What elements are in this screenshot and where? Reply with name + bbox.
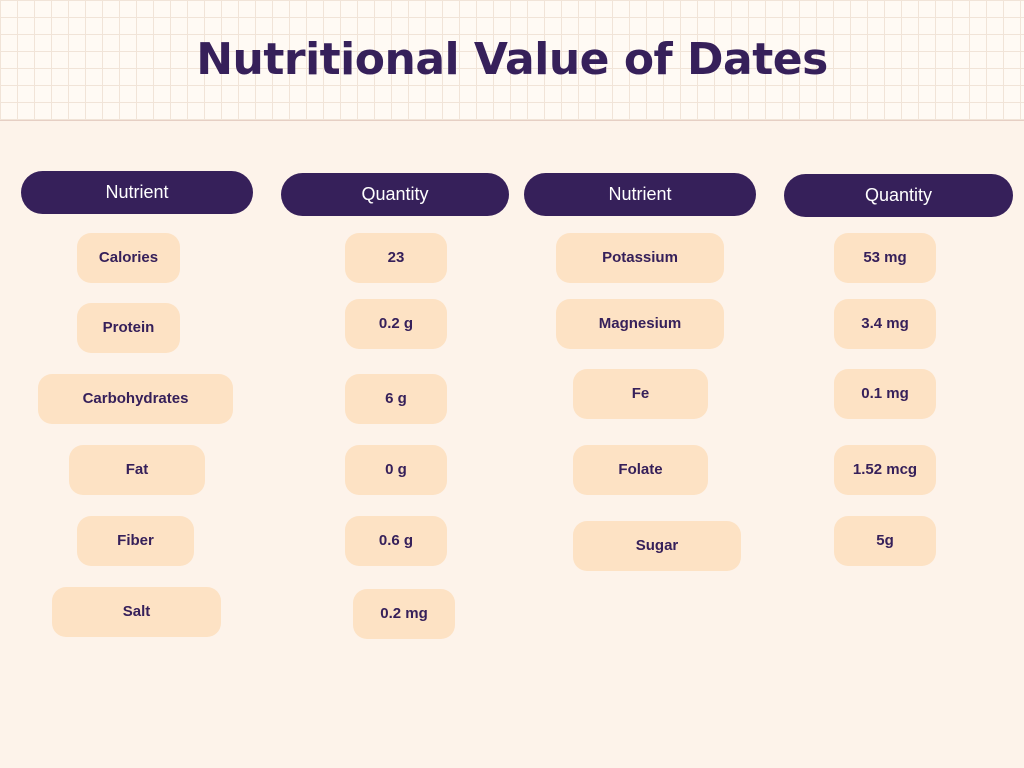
quantity-magnesium: 3.4 mg [834,299,936,349]
nutrient-fe: Fe [573,369,708,419]
nutrient-carbohydrates: Carbohydrates [38,374,233,424]
quantity-folate: 1.52 mcg [834,445,936,495]
nutrient-fat: Fat [69,445,205,495]
quantity-carbohydrates: 6 g [345,374,447,424]
quantity-sugar: 5g [834,516,936,566]
nutrient-calories: Calories [77,233,180,283]
quantity-potassium: 53 mg [834,233,936,283]
quantity-salt: 0.2 mg [353,589,455,639]
nutrient-potassium: Potassium [556,233,724,283]
quantity-calories: 23 [345,233,447,283]
nutrient-protein: Protein [77,303,180,353]
nutrient-salt: Salt [52,587,221,637]
header-quantity-right: Quantity [784,174,1013,217]
quantity-protein: 0.2 g [345,299,447,349]
header-nutrient-left: Nutrient [21,171,253,214]
header-band [0,0,1024,121]
quantity-fat: 0 g [345,445,447,495]
nutrient-sugar: Sugar [573,521,741,571]
quantity-fiber: 0.6 g [345,516,447,566]
nutrient-magnesium: Magnesium [556,299,724,349]
nutrient-fiber: Fiber [77,516,194,566]
page-title: Nutritional Value of Dates [196,34,828,85]
header-nutrient-right: Nutrient [524,173,756,216]
header-quantity-left: Quantity [281,173,509,216]
quantity-fe: 0.1 mg [834,369,936,419]
nutrient-folate: Folate [573,445,708,495]
